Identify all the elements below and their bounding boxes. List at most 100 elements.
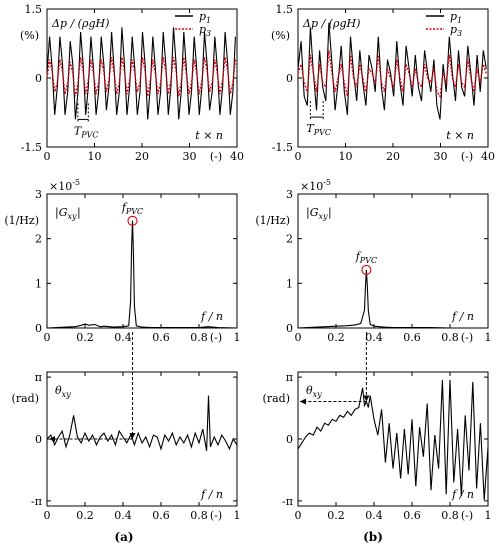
chart-b2: 0 0.2 0.4 0.6 0.8 1 0 1 2 3 f / n (-) (1/Hz) |Gxy | ×10… bbox=[255, 178, 491, 344]
y-tick-label: 2 bbox=[35, 233, 42, 246]
y-tick-label: 2 bbox=[286, 233, 293, 246]
y-tick-label: 3 bbox=[286, 188, 293, 201]
y-axis-label-main: |G bbox=[55, 206, 68, 220]
y-tick-label: 0 bbox=[286, 322, 293, 335]
y-tick-label: 3 bbox=[35, 188, 42, 201]
x-tick-label: 0.8 bbox=[190, 509, 208, 522]
guide-arrowhead-down bbox=[129, 433, 136, 439]
peak-label-main: f bbox=[355, 250, 362, 263]
period-label-main: T bbox=[306, 122, 315, 135]
guide-arrowhead-down bbox=[363, 395, 370, 402]
y-scale-exponent: -5 bbox=[323, 178, 331, 187]
x-tick-label: 0.2 bbox=[327, 509, 345, 522]
x-axis-unit: (-) bbox=[461, 331, 473, 344]
x-tick-label: 0 bbox=[295, 331, 302, 344]
x-tick-label: 20 bbox=[135, 150, 149, 163]
y-scale-label: ×10-5 bbox=[300, 178, 331, 193]
y-tick-label: π bbox=[286, 371, 293, 384]
y-axis-unit: (rad) bbox=[263, 392, 290, 405]
panel-label-b: (b) bbox=[363, 530, 383, 544]
peak-label: fPVC bbox=[121, 201, 143, 216]
y-tick-label: -π bbox=[282, 495, 293, 508]
y-axis-label-sub: xy bbox=[313, 390, 323, 399]
legend-entry-1: p1 bbox=[199, 10, 211, 25]
series-line-1 bbox=[297, 269, 488, 329]
x-axis-unit: (-) bbox=[210, 509, 222, 522]
x-tick-label: 0.6 bbox=[152, 331, 170, 344]
x-axis-label: f / n bbox=[200, 488, 223, 501]
y-axis-unit: (1/Hz) bbox=[4, 214, 39, 227]
y-tick-label: -1.5 bbox=[21, 141, 42, 154]
x-tick-label: 0.8 bbox=[441, 509, 459, 522]
y-tick-label: 0 bbox=[286, 433, 293, 446]
x-tick-label: 30 bbox=[183, 150, 197, 163]
x-tick-label: 20 bbox=[386, 150, 400, 163]
x-axis-label: t × n bbox=[446, 129, 474, 142]
x-tick-label: 40 bbox=[230, 150, 244, 163]
peak-label-sub: PVC bbox=[359, 256, 377, 265]
x-tick-label: 10 bbox=[88, 150, 102, 163]
legend-entry-2-main: p bbox=[450, 23, 457, 36]
y-axis-label-bar: | bbox=[328, 206, 332, 220]
y-tick-label: 1 bbox=[35, 277, 42, 290]
y-tick-label: -π bbox=[31, 495, 42, 508]
x-tick-label: 1 bbox=[234, 509, 241, 522]
y-axis-unit: (%) bbox=[271, 29, 290, 42]
guide-arrowhead bbox=[300, 398, 306, 405]
chart-b1: 0 10 20 30 40-1.501.5t × n(-)(%)Δp / (ρgH)p1… bbox=[271, 3, 495, 163]
y-axis-label-main: θ bbox=[55, 384, 62, 397]
legend-entry-2-sub: 3 bbox=[206, 29, 211, 38]
y-scale-label: ×10-5 bbox=[49, 178, 80, 193]
y-axis-label: Δp / (ρgH) bbox=[302, 17, 360, 30]
legend-entry-2-sub: 3 bbox=[457, 29, 462, 38]
x-tick-label: 0.4 bbox=[365, 331, 383, 344]
y-axis-label-main: |G bbox=[306, 206, 319, 220]
y-axis-unit: (rad) bbox=[12, 392, 39, 405]
y-axis-label: Δp / (ρgH) bbox=[51, 17, 109, 30]
series-line-1 bbox=[297, 22, 487, 120]
y-scale-exponent: -5 bbox=[72, 178, 80, 187]
x-axis-unit: (-) bbox=[210, 150, 222, 163]
x-axis-label: f / n bbox=[200, 310, 223, 323]
x-tick-label: 10 bbox=[339, 150, 353, 163]
period-label: TPVC bbox=[74, 124, 99, 139]
period-label: TPVC bbox=[306, 122, 331, 137]
peak-marker bbox=[361, 264, 372, 275]
y-axis-unit: (1/Hz) bbox=[255, 214, 290, 227]
panel-label-a: (a) bbox=[114, 530, 133, 544]
x-tick-label: 1 bbox=[234, 331, 241, 344]
peak-label-sub: PVC bbox=[125, 207, 143, 216]
y-axis-label-main: θ bbox=[306, 384, 313, 397]
series-line-2 bbox=[297, 50, 487, 99]
legend-entry-1-sub: 1 bbox=[457, 16, 462, 25]
y-axis-label: |Gxy bbox=[306, 206, 328, 221]
x-tick-label: 0 bbox=[44, 509, 51, 522]
x-tick-label: 0.6 bbox=[403, 331, 421, 344]
series-line-2 bbox=[46, 57, 237, 97]
period-label-sub: PVC bbox=[80, 130, 98, 139]
x-tick-label: 0.6 bbox=[403, 509, 421, 522]
y-tick-label: 0 bbox=[35, 433, 42, 446]
plot-frame bbox=[297, 371, 489, 507]
y-axis-unit: (%) bbox=[20, 29, 39, 42]
chart-a1: 0 10 20 30 40-1.501.5t × n(-)(%)Δp / (ρgH)p1… bbox=[20, 3, 244, 163]
x-axis-unit: (-) bbox=[461, 509, 473, 522]
x-tick-label: 40 bbox=[481, 150, 495, 163]
y-tick-label: π bbox=[35, 371, 42, 384]
legend-entry-2: p3 bbox=[450, 23, 462, 38]
period-label-main: T bbox=[74, 124, 83, 137]
legend-entry-2-main: p bbox=[199, 23, 206, 36]
legend-entry-2: p3 bbox=[199, 23, 211, 38]
y-tick-label: 1 bbox=[286, 277, 293, 290]
x-axis-label: t × n bbox=[195, 129, 223, 142]
x-axis-label: f / n bbox=[451, 488, 474, 501]
x-tick-label: 0.6 bbox=[152, 509, 170, 522]
x-tick-label: 0.4 bbox=[365, 509, 383, 522]
legend-entry-1-main: p bbox=[199, 10, 206, 23]
peak-label-main: f bbox=[121, 201, 128, 214]
legend-entry-1-main: p bbox=[450, 10, 457, 23]
y-tick-label: 0 bbox=[35, 322, 42, 335]
x-tick-label: 0 bbox=[295, 509, 302, 522]
